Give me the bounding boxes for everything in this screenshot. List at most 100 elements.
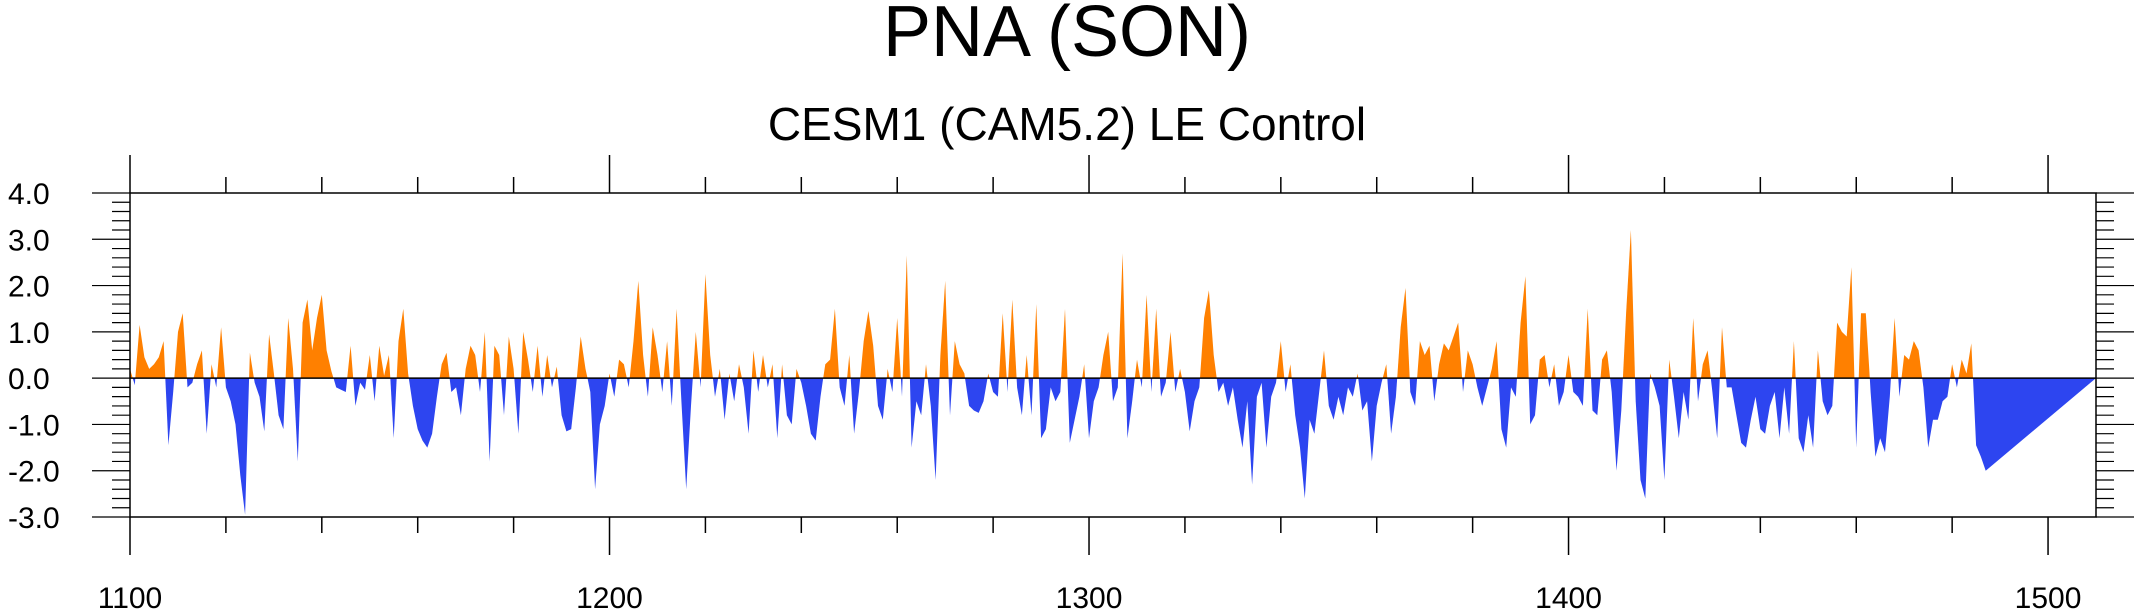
positive-area: [939, 280, 949, 379]
positive-area: [1382, 364, 1388, 379]
positive-area: [210, 364, 215, 379]
positive-area: [1950, 364, 1955, 379]
positive-area: [439, 352, 450, 379]
negative-area: [1854, 378, 1859, 448]
positive-area: [1100, 331, 1112, 379]
negative-area: [1159, 378, 1167, 397]
pna-area-series: [130, 230, 2096, 515]
y-tick-label: -3.0: [8, 502, 60, 535]
axis-ticks: [92, 155, 2134, 555]
negative-area: [1182, 378, 1200, 432]
negative-area: [799, 378, 824, 441]
positive-area: [1690, 318, 1697, 379]
negative-area: [1028, 378, 1034, 416]
positive-area: [396, 308, 409, 379]
negative-area: [839, 378, 848, 406]
negative-area: [900, 378, 903, 397]
positive-area: [1958, 343, 1973, 379]
negative-area: [1973, 378, 2096, 471]
positive-area: [249, 352, 254, 379]
negative-area: [372, 378, 377, 402]
positive-area: [663, 341, 670, 379]
negative-area: [1571, 378, 1585, 406]
positive-area: [1489, 341, 1499, 379]
positive-area: [1565, 355, 1572, 379]
positive-area: [576, 336, 588, 379]
positive-area: [544, 355, 551, 379]
negative-area: [1610, 378, 1623, 471]
negative-area: [478, 378, 482, 392]
positive-area: [1288, 364, 1292, 379]
positive-area: [608, 373, 611, 379]
negative-area: [165, 378, 175, 446]
positive-area: [193, 350, 204, 379]
positive-area: [1600, 350, 1611, 379]
positive-area: [728, 373, 731, 379]
negative-area: [253, 378, 267, 432]
positive-area: [1890, 318, 1899, 379]
negative-area: [1111, 378, 1119, 402]
negative-area: [741, 378, 752, 434]
negative-area: [1795, 378, 1817, 453]
negative-area: [514, 378, 521, 434]
positive-area: [1551, 364, 1556, 379]
negative-area: [1125, 378, 1135, 439]
negative-area: [390, 378, 397, 439]
negative-area: [1038, 378, 1062, 439]
x-tick-label: 1500: [2015, 582, 2082, 613]
negative-area: [1475, 378, 1490, 406]
positive-area: [629, 280, 646, 379]
negative-area: [875, 378, 887, 420]
positive-area: [1719, 327, 1726, 379]
negative-area: [1150, 378, 1153, 392]
positive-area: [751, 350, 757, 379]
x-tick-label: 1100: [98, 582, 163, 613]
negative-area: [486, 378, 494, 462]
positive-area: [1622, 230, 1635, 379]
positive-area: [737, 364, 742, 379]
negative-area: [1869, 378, 1891, 457]
negative-area: [540, 378, 545, 397]
positive-area: [769, 364, 774, 379]
y-tick-label: 3.0: [8, 224, 50, 257]
negative-area: [333, 378, 348, 392]
negative-area: [948, 378, 953, 416]
negative-area: [1555, 378, 1566, 406]
x-tick-label: 1200: [576, 582, 643, 613]
positive-area: [999, 313, 1007, 379]
negative-area: [1085, 378, 1100, 439]
negative-area: [1409, 378, 1418, 406]
negative-area: [1696, 378, 1701, 402]
positive-area: [1356, 373, 1359, 379]
positive-area: [1649, 373, 1652, 379]
positive-area: [300, 294, 334, 379]
negative-area: [712, 378, 719, 397]
positive-area: [701, 274, 713, 379]
positive-area: [285, 318, 294, 379]
positive-area: [1320, 350, 1327, 379]
y-tick-label: 4.0: [8, 178, 50, 211]
positive-area: [534, 345, 541, 379]
negative-area: [1726, 378, 1792, 448]
positive-area: [1008, 299, 1017, 379]
negative-area: [1498, 378, 1517, 448]
positive-area: [1152, 308, 1160, 379]
y-tick-label: -2.0: [8, 456, 60, 489]
positive-area: [1033, 304, 1039, 379]
positive-area: [217, 327, 226, 379]
negative-area: [274, 378, 286, 430]
positive-area: [506, 336, 515, 379]
positive-area: [521, 331, 531, 379]
negative-area: [850, 378, 861, 434]
positive-area: [1668, 359, 1672, 379]
positive-area: [952, 341, 965, 379]
negative-area: [1671, 378, 1691, 439]
y-tick-label: 2.0: [8, 271, 50, 304]
positive-area: [1816, 350, 1821, 379]
negative-area: [626, 378, 630, 388]
negative-area: [989, 378, 999, 397]
positive-area: [1061, 308, 1068, 379]
negative-area: [1591, 378, 1601, 416]
negative-area: [1922, 378, 1951, 448]
positive-area: [886, 368, 890, 379]
